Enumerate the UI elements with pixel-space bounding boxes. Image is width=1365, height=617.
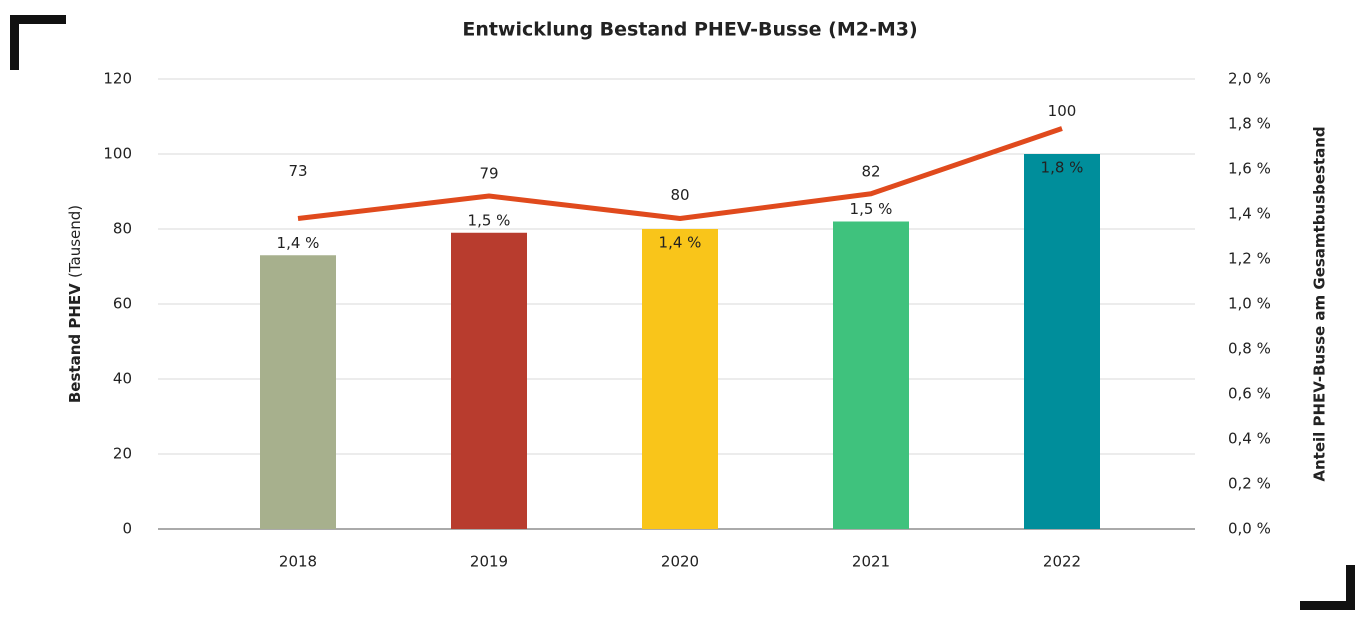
bar [1024, 154, 1100, 529]
y-tick-label: 100 [103, 145, 132, 163]
y2-tick-label: 0,6 % [1228, 385, 1271, 403]
y2-tick-label: 0,0 % [1228, 520, 1271, 538]
x-tick-label: 2021 [852, 553, 890, 571]
bar-value-label: 100 [1048, 102, 1077, 120]
corner-mark [1300, 565, 1355, 610]
y-axis-title: Bestand PHEV (Tausend) [66, 205, 84, 403]
y-tick-label: 80 [113, 220, 132, 238]
bar-value-label: 82 [861, 162, 880, 180]
x-tick-label: 2019 [470, 553, 508, 571]
y2-tick-label: 1,8 % [1228, 115, 1271, 133]
y2-tick-label: 1,0 % [1228, 295, 1271, 313]
x-tick-label: 2020 [661, 553, 699, 571]
x-tick-label: 2022 [1043, 553, 1081, 571]
y2-tick-label: 1,2 % [1228, 250, 1271, 268]
y2-tick-label: 0,2 % [1228, 475, 1271, 493]
line [297, 126, 1063, 221]
y-tick-label: 20 [113, 445, 132, 463]
y-axis-title-main: Bestand PHEV [66, 283, 84, 403]
bar [642, 229, 718, 529]
line-value-label: 1,4 % [659, 234, 702, 252]
x-tick-label: 2018 [279, 553, 317, 571]
y2-tick-label: 1,4 % [1228, 205, 1271, 223]
bar [260, 255, 336, 529]
bar [833, 221, 909, 529]
y-axis-title-unit: (Tausend) [66, 205, 84, 278]
corner-mark [10, 15, 66, 70]
bar-value-label: 80 [670, 186, 689, 204]
line-value-label: 1,5 % [468, 211, 511, 229]
line-value-label: 1,4 % [277, 234, 320, 252]
y-tick-label: 0 [122, 520, 132, 538]
y2-tick-label: 2,0 % [1228, 70, 1271, 88]
line-value-label: 1,5 % [850, 200, 893, 218]
y2-tick-label: 1,6 % [1228, 160, 1271, 178]
y2-axis-title: Anteil PHEV-Busse am Gesamtbusbestand [1311, 126, 1329, 481]
bar-value-label: 79 [479, 165, 498, 183]
bar-value-label: 73 [288, 162, 307, 180]
chart-title: Entwicklung Bestand PHEV-Busse (M2-M3) [462, 19, 917, 41]
bar [451, 232, 527, 529]
y-tick-label: 120 [103, 70, 132, 88]
line-value-label: 1,8 % [1041, 159, 1084, 177]
y-tick-label: 40 [113, 370, 132, 388]
y2-tick-label: 0,8 % [1228, 340, 1271, 358]
y-tick-label: 60 [113, 295, 132, 313]
y2-tick-label: 0,4 % [1228, 430, 1271, 448]
